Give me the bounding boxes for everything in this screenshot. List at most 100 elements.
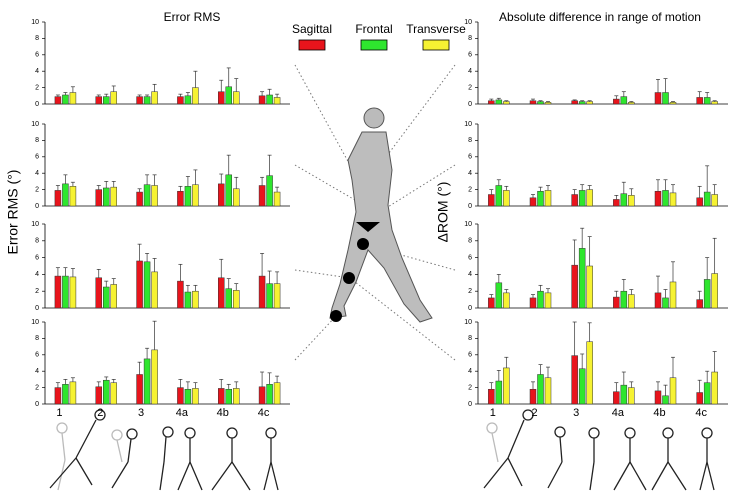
error-bar xyxy=(712,351,717,373)
error-bar xyxy=(697,379,702,393)
bar xyxy=(69,381,77,405)
error-bar xyxy=(63,174,68,184)
y-tick-label: 0 xyxy=(468,203,472,210)
error-bar xyxy=(96,381,101,387)
bar xyxy=(662,92,669,105)
bar xyxy=(184,186,192,207)
bar xyxy=(529,197,537,207)
bar xyxy=(711,194,718,207)
bar xyxy=(696,97,703,105)
y-tick-label: 4 xyxy=(35,170,39,177)
y-tick-label: 6 xyxy=(468,52,472,59)
legend-label: Frontal xyxy=(355,22,392,36)
error-bar xyxy=(70,377,75,382)
bar xyxy=(110,186,117,207)
error-bar xyxy=(580,100,585,102)
bar xyxy=(225,388,232,405)
error-bar xyxy=(621,181,626,194)
y-tick-label: 6 xyxy=(468,254,472,261)
bar xyxy=(503,367,510,405)
bar xyxy=(488,297,495,309)
bar xyxy=(503,292,510,309)
x-tick-label: 3 xyxy=(138,407,144,419)
bar xyxy=(136,374,143,405)
error-bar xyxy=(275,375,280,383)
error-bar xyxy=(104,93,109,97)
bar xyxy=(662,395,669,405)
bar xyxy=(258,386,266,405)
y-tick-label: 6 xyxy=(35,254,39,261)
bar xyxy=(537,290,544,309)
error-bar xyxy=(275,93,280,98)
bar xyxy=(177,387,184,405)
error-bar xyxy=(504,100,509,102)
y-tick-label: 4 xyxy=(468,68,472,75)
error-bar xyxy=(193,284,198,292)
legend-label: Transverse xyxy=(406,22,466,36)
error-bar xyxy=(531,98,535,101)
error-bar xyxy=(260,371,265,387)
error-bar xyxy=(193,70,198,88)
error-bar xyxy=(234,283,239,291)
y-tick-label: 6 xyxy=(468,154,472,161)
error-bar xyxy=(219,79,224,92)
bar xyxy=(529,297,537,309)
error-bar xyxy=(614,382,619,392)
bar xyxy=(654,190,662,207)
bar xyxy=(62,183,69,207)
bar xyxy=(703,279,711,309)
error-bar xyxy=(496,179,501,186)
x-tick-label: 4c xyxy=(695,407,707,419)
bar xyxy=(69,186,77,207)
error-bar xyxy=(546,366,550,378)
bar xyxy=(54,96,62,105)
error-bar xyxy=(55,185,60,191)
y-tick-label: 2 xyxy=(35,384,39,391)
error-bar xyxy=(178,379,183,388)
error-bar xyxy=(663,384,668,396)
bar xyxy=(62,94,69,105)
error-bar xyxy=(260,91,265,96)
error-bar xyxy=(712,237,717,274)
bar xyxy=(103,379,110,405)
bar xyxy=(503,190,510,207)
error-bar xyxy=(104,376,109,381)
bar xyxy=(578,190,586,207)
error-bar xyxy=(546,288,550,293)
bar xyxy=(110,91,117,105)
error-bar xyxy=(538,364,543,375)
error-bar xyxy=(712,184,717,195)
bar xyxy=(136,260,143,309)
bar xyxy=(110,382,117,405)
bar xyxy=(488,388,495,405)
bar xyxy=(711,371,718,405)
error-bar xyxy=(531,294,535,298)
bar xyxy=(662,297,669,309)
error-bar xyxy=(185,92,190,96)
bar xyxy=(192,290,199,309)
bar xyxy=(177,96,184,105)
bar xyxy=(628,387,635,405)
error-bar xyxy=(234,381,239,389)
bar xyxy=(177,280,184,309)
bar xyxy=(571,194,578,207)
error-bar xyxy=(614,95,619,100)
y-tick-label: 8 xyxy=(468,335,472,342)
error-bar xyxy=(219,173,224,184)
x-tick-label: 4a xyxy=(176,407,189,419)
error-bar xyxy=(572,239,577,266)
y-tick-label: 8 xyxy=(35,238,39,245)
y-tick-label: 4 xyxy=(468,368,472,375)
y-tick-label: 8 xyxy=(468,137,472,144)
bar xyxy=(703,191,711,207)
body-figure xyxy=(329,107,433,323)
bar xyxy=(233,388,240,405)
error-bar xyxy=(185,176,190,187)
error-bar xyxy=(137,243,142,261)
chart-title: Error RMS xyxy=(164,10,221,24)
error-bar xyxy=(496,97,501,100)
bar xyxy=(233,290,240,309)
bar xyxy=(266,175,273,207)
error-bar xyxy=(96,94,101,97)
error-bar xyxy=(629,101,634,103)
